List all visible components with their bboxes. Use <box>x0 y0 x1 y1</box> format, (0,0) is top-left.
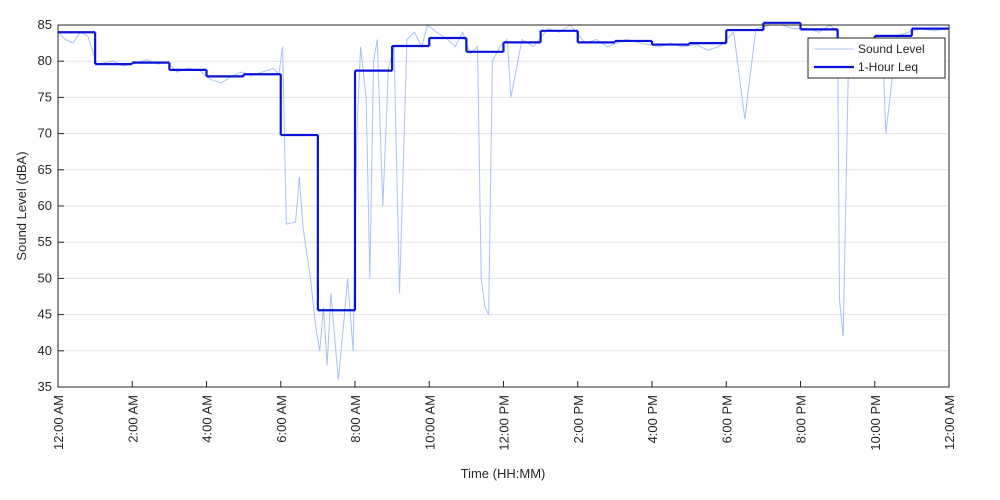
x-axis-label: Time (HH:MM) <box>461 466 546 481</box>
y-tick-label: 80 <box>38 53 52 68</box>
y-tick-label: 55 <box>38 234 52 249</box>
y-tick-label: 60 <box>38 198 52 213</box>
x-tick-label: 4:00 PM <box>645 395 660 443</box>
x-tick-label: 12:00 PM <box>497 395 512 451</box>
x-tick-label: 4:00 AM <box>200 395 215 443</box>
y-tick-label: 35 <box>38 379 52 394</box>
sound-level-line <box>57 24 950 380</box>
x-tick-label: 6:00 AM <box>274 395 289 443</box>
x-tick-label: 2:00 AM <box>125 395 140 443</box>
y-tick-label: 85 <box>38 17 52 32</box>
plot-frame <box>57 24 950 388</box>
y-tick-label: 40 <box>38 343 52 358</box>
y-tick-label: 65 <box>38 162 52 177</box>
y-tick-label: 75 <box>38 89 52 104</box>
legend-box <box>807 37 946 79</box>
x-tick-label: 12:00 AM <box>942 395 957 450</box>
legend-label: Sound Level <box>858 42 925 56</box>
x-tick-label: 8:00 AM <box>348 395 363 443</box>
x-tick-label: 6:00 PM <box>719 395 734 443</box>
y-axis-label: Sound Level (dBA) <box>14 151 29 260</box>
y-tick-label: 50 <box>38 270 52 285</box>
x-tick-label: 2:00 PM <box>571 395 586 443</box>
x-tick-label: 10:00 PM <box>868 395 883 451</box>
x-tick-label: 8:00 PM <box>794 395 809 443</box>
y-tick-label: 70 <box>38 126 52 141</box>
x-tick-label: 10:00 AM <box>422 395 437 450</box>
x-tick-label: 12:00 AM <box>51 395 66 450</box>
legend-label: 1-Hour Leq <box>858 60 918 74</box>
y-tick-label: 45 <box>38 307 52 322</box>
